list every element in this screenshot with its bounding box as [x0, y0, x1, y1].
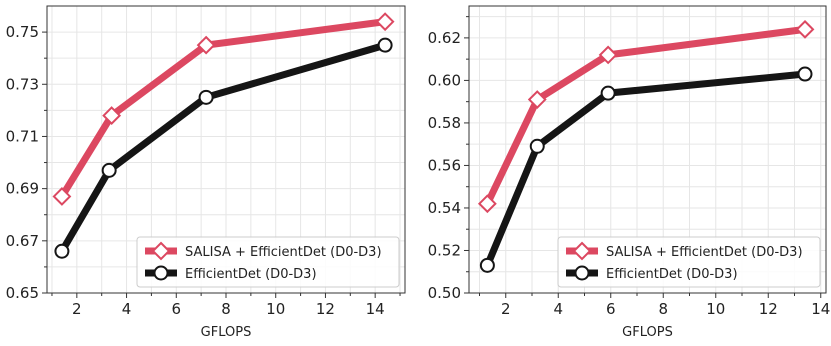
y-tick-label: 0.56: [428, 156, 461, 174]
series-line-efficientdet: [58, 41, 387, 254]
circle-marker: [574, 265, 590, 281]
legend-label: EfficientDet (D0-D3): [185, 267, 317, 282]
x-tick-label: 12: [316, 300, 335, 318]
x-tick-label: 12: [759, 300, 778, 318]
diamond-marker: [527, 90, 547, 109]
series-line-efficientdet: [484, 70, 806, 267]
x-tick-label: 10: [706, 300, 725, 318]
y-tick-label: 0.52: [428, 241, 461, 259]
y-tick-label: 0.58: [428, 114, 461, 132]
diamond-marker: [375, 12, 395, 32]
x-tick-label: 2: [72, 300, 82, 318]
y-tick-label: 0.60: [428, 71, 461, 89]
circle-marker: [529, 138, 545, 154]
axes-frame: [468, 5, 827, 294]
circle-marker: [600, 85, 616, 101]
x-tick-label: 6: [606, 300, 616, 318]
y-tick-label: 0.69: [6, 180, 39, 198]
diamond-marker: [477, 194, 497, 214]
diamond-marker: [52, 187, 72, 206]
x-axis-label: GFLOPS: [622, 325, 673, 340]
legend: SALISA + EfficientDet (D0-D3) EfficientDe…: [136, 236, 400, 288]
y-tick-label: 0.71: [6, 127, 39, 145]
circle-marker: [198, 89, 214, 105]
x-tick-label: 6: [172, 300, 182, 318]
x-axis-label: GFLOPS: [201, 325, 252, 340]
x-tick-label: 8: [221, 300, 231, 318]
x-tick-label: 10: [266, 300, 285, 318]
circle-marker: [54, 243, 70, 259]
y-tick-label: 0.50: [428, 284, 461, 302]
legend-box: [136, 236, 400, 288]
diamond-marker: [795, 19, 815, 39]
y-tick-label: 0.62: [428, 29, 461, 47]
x-tick-label: 4: [553, 300, 563, 318]
legend-label: SALISA + EfficientDet (D0-D3): [185, 245, 382, 260]
series-line-salisa: [58, 18, 386, 199]
diamond-marker: [598, 45, 618, 65]
x-tick-label: 2: [501, 300, 511, 318]
diamond-marker: [151, 241, 171, 261]
x-tick-label: 4: [122, 300, 132, 318]
circle-marker: [153, 265, 169, 281]
legend-box: [557, 236, 821, 288]
x-tick-label: 14: [366, 300, 385, 318]
chart-panel-2: 2 4 6 8 10 12 14 0.50 0.52 0.54 0.56 0.58 0.60 0.62 GF…: [428, 5, 830, 340]
legend: SALISA + EfficientDet (D0-D3) EfficientDe…: [557, 236, 821, 288]
y-tick-label: 0.65: [6, 284, 39, 302]
legend-label: EfficientDet (D0-D3): [606, 267, 738, 282]
legend-label: SALISA + EfficientDet (D0-D3): [606, 245, 803, 260]
series-line-salisa: [484, 25, 806, 206]
y-tick-label: 0.73: [6, 75, 39, 93]
y-tick-label: 0.75: [6, 23, 39, 41]
circle-marker: [377, 37, 393, 53]
y-tick-label: 0.54: [428, 199, 461, 217]
circle-marker: [101, 162, 117, 178]
chart-panel-1: 2 4 6 8 10 12 14 0.65 0.67 0.69 0.71 0.73 0.75 GFLOPS…: [6, 5, 406, 340]
x-tick-label: 8: [658, 300, 668, 318]
y-tick-label: 0.67: [6, 232, 39, 250]
diamond-marker: [572, 241, 592, 261]
circle-marker: [479, 257, 495, 273]
circle-marker: [797, 66, 813, 82]
diamond-marker: [196, 35, 216, 55]
diamond-marker: [102, 106, 122, 125]
x-tick-label: 14: [811, 300, 830, 318]
